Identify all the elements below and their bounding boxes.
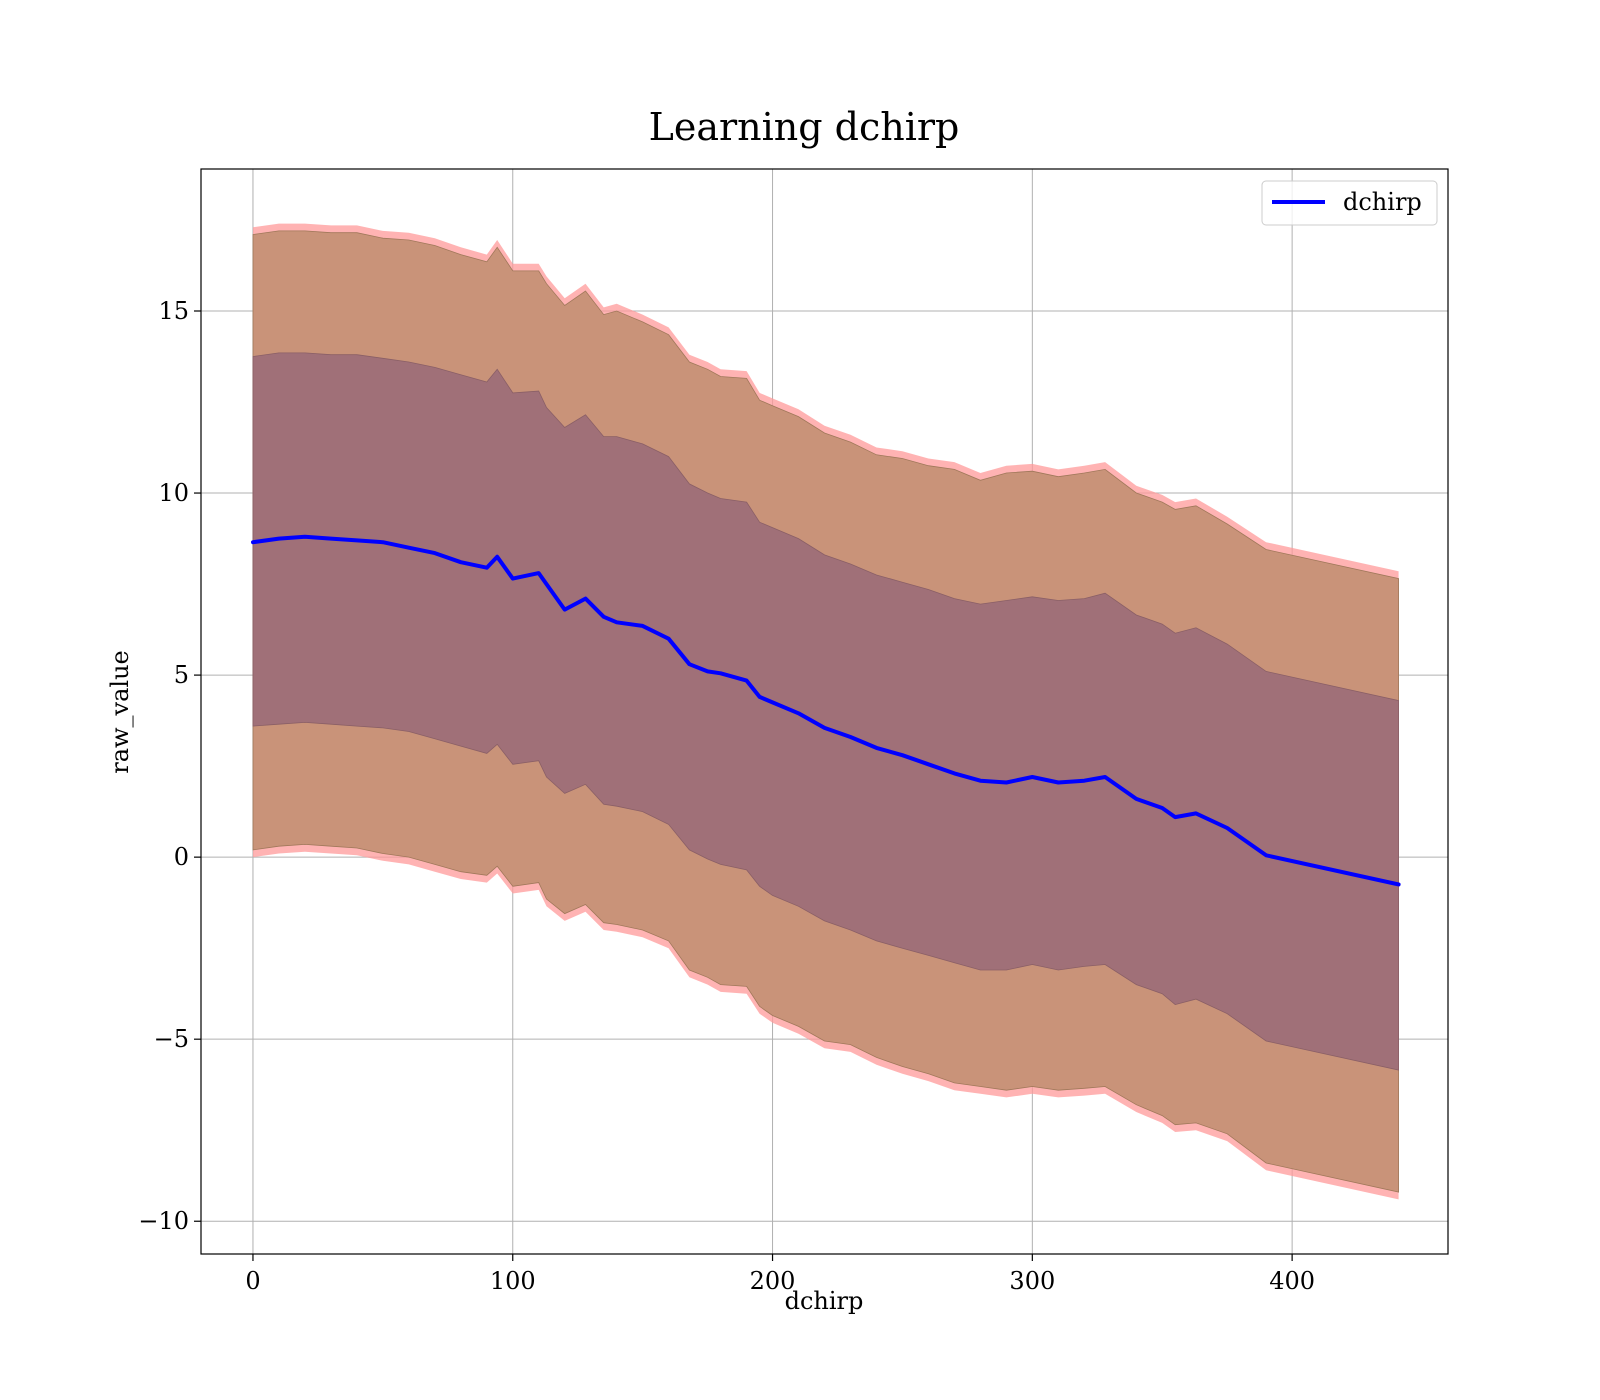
- y-axis-ticks: −10 −5 0 5 10 15: [138, 297, 201, 1235]
- legend: dchirp: [1261, 180, 1438, 226]
- y-tick-label: 5: [174, 661, 189, 689]
- y-tick-label: 15: [158, 297, 189, 325]
- y-tick-label: −5: [154, 1025, 189, 1053]
- y-axis-label: raw_value: [106, 650, 134, 774]
- chart-title: Learning dchirp: [649, 105, 960, 149]
- x-axis-label: dchirp: [785, 1287, 864, 1315]
- x-tick-label: 400: [1269, 1267, 1315, 1295]
- x-tick-label: 200: [750, 1267, 796, 1295]
- legend-label-dchirp: dchirp: [1343, 188, 1422, 216]
- legend-box: [1261, 180, 1438, 226]
- plot-area: [200, 168, 1449, 1255]
- y-tick-label: −10: [138, 1207, 189, 1235]
- x-axis-ticks: 0 100 200 300 400: [245, 1254, 1315, 1295]
- confidence-bands: [252, 223, 1399, 1200]
- y-tick-label: 10: [158, 479, 189, 507]
- series-line-dchirp: [251, 534, 1401, 887]
- inner-band: [252, 352, 1399, 1071]
- y-tick-label: 0: [174, 843, 189, 871]
- series-line-group: [251, 534, 1401, 887]
- x-tick-label: 0: [245, 1267, 260, 1295]
- x-tick-label: 300: [1009, 1267, 1055, 1295]
- plot-frame: [200, 168, 1449, 1255]
- x-tick-label: 100: [490, 1267, 536, 1295]
